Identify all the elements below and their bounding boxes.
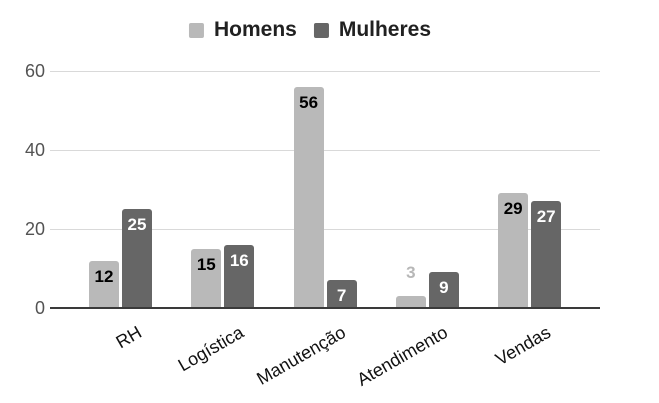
bar-value-label: 16 xyxy=(229,250,249,270)
legend-label-homens: Homens xyxy=(213,18,297,41)
bar-homens-manutencao: 56 xyxy=(293,86,324,308)
bar-value-label: 25 xyxy=(127,215,147,235)
bar-value-label: 12 xyxy=(94,266,114,286)
bar-value-label: 9 xyxy=(439,278,449,298)
bar-value-label: 15 xyxy=(196,254,216,274)
bar-mulheres-rh: 25 xyxy=(122,209,152,308)
bar-mulheres-logistica: 16 xyxy=(224,244,255,308)
bar-value-label: 29 xyxy=(503,199,523,219)
bar-homens-logistica: 15 xyxy=(191,248,222,308)
legend-item-mulheres: Mulheres xyxy=(313,18,432,41)
gridline xyxy=(50,71,600,72)
gridline xyxy=(50,229,600,230)
bar-mulheres-atendimento: 9 xyxy=(428,272,459,308)
bar-mulheres-vendas: 27 xyxy=(531,201,562,308)
bar-value-label: 56 xyxy=(299,92,319,112)
bar-value-label: 7 xyxy=(336,286,347,306)
bar-homens-vendas: 29 xyxy=(498,193,529,308)
bar-value-label: 3 xyxy=(406,263,416,283)
bar-mulheres-manutencao: 7 xyxy=(326,280,357,308)
bar-homens-rh: 12 xyxy=(89,260,119,308)
y-axis-tick-label: 20 xyxy=(24,219,45,239)
gridline xyxy=(50,150,600,151)
y-axis-tick-label: 60 xyxy=(24,61,45,81)
y-axis-tick-label: 0 xyxy=(34,298,45,318)
legend-label-mulheres: Mulheres xyxy=(338,18,432,41)
plot-area: 12 25 15 16 56 7 3 9 29 27 xyxy=(50,71,600,309)
chart-legend: Homens Mulheres xyxy=(188,18,432,41)
legend-swatch-mulheres xyxy=(313,22,329,38)
bar-value-label: 27 xyxy=(536,207,556,227)
legend-swatch-homens xyxy=(188,22,204,38)
legend-item-homens: Homens xyxy=(188,18,297,41)
bar-homens-atendimento: 3 xyxy=(395,263,426,308)
y-axis-tick-label: 40 xyxy=(24,140,45,160)
x-axis-line xyxy=(50,307,600,309)
